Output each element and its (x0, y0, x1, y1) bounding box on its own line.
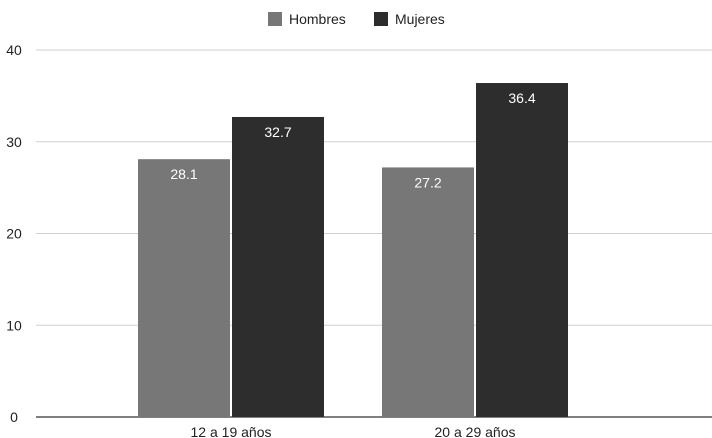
y-tick-label: 0 (10, 409, 18, 425)
bar-value-label: 36.4 (508, 90, 535, 106)
x-tick-label: 12 a 19 años (191, 424, 272, 438)
legend-label-hombres: Hombres (289, 11, 346, 27)
bar-value-label: 32.7 (264, 124, 291, 140)
y-tick-label: 10 (6, 317, 22, 333)
y-tick-label: 20 (6, 226, 22, 242)
legend-swatch-hombres (268, 12, 282, 26)
x-tick-label: 20 a 29 años (435, 424, 516, 438)
x-axis-tick-labels: 12 a 19 años 20 a 29 años (191, 424, 516, 438)
bars (138, 83, 568, 417)
bar-value-label: 28.1 (170, 166, 197, 182)
bar-value-labels: 28.1 32.7 27.2 36.4 (170, 90, 535, 190)
gridlines (36, 49, 712, 418)
bar-hombres-1 (138, 159, 230, 417)
legend-swatch-mujeres (374, 12, 388, 26)
bar-mujeres-1 (232, 116, 324, 417)
legend-label-mujeres: Mujeres (395, 11, 445, 27)
bar-value-label: 27.2 (414, 174, 441, 190)
y-axis-tick-labels: 0 10 20 30 40 (6, 42, 22, 425)
y-tick-label: 30 (6, 134, 22, 150)
y-tick-label: 40 (6, 42, 22, 58)
bar-hombres-2 (382, 167, 474, 417)
bar-mujeres-2 (476, 83, 568, 417)
legend: Hombres Mujeres (268, 11, 445, 27)
